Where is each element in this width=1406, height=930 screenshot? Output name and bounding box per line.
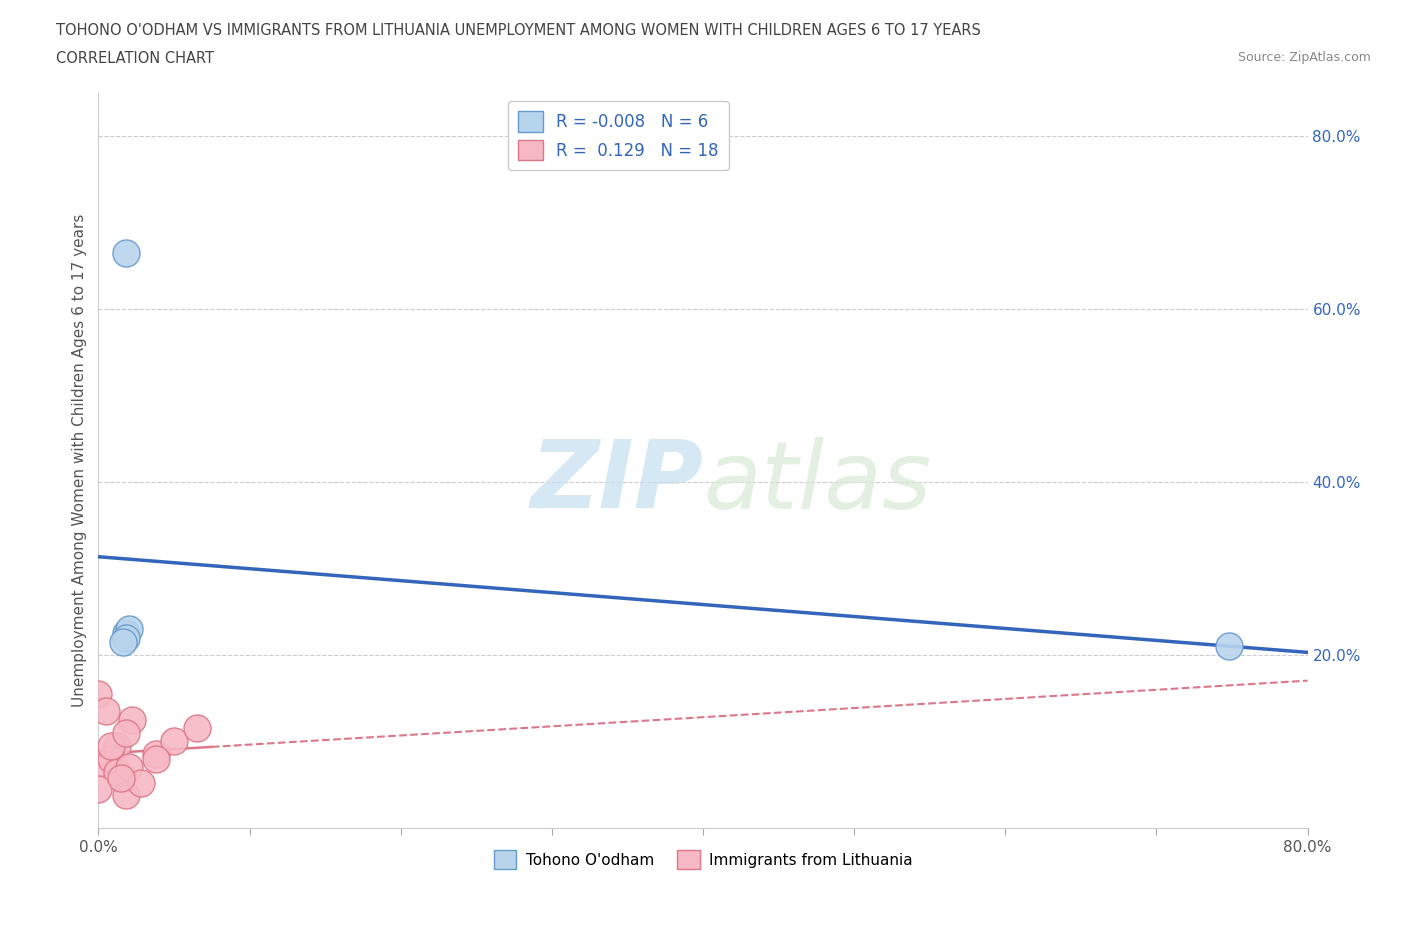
Point bbox=[118, 621, 141, 636]
Point bbox=[121, 712, 143, 727]
Point bbox=[110, 770, 132, 785]
Point bbox=[105, 764, 128, 779]
Point bbox=[100, 738, 122, 753]
Point bbox=[118, 760, 141, 775]
Point bbox=[1218, 639, 1240, 654]
Text: CORRELATION CHART: CORRELATION CHART bbox=[56, 51, 214, 66]
Point bbox=[87, 755, 110, 770]
Point bbox=[94, 704, 117, 719]
Point bbox=[114, 631, 136, 645]
Point bbox=[145, 747, 167, 762]
Point bbox=[114, 788, 136, 803]
Point bbox=[114, 725, 136, 740]
Legend: Tohono O'odham, Immigrants from Lithuania: Tohono O'odham, Immigrants from Lithuani… bbox=[488, 844, 918, 875]
Point bbox=[163, 734, 186, 749]
Point bbox=[129, 776, 152, 790]
Point bbox=[100, 751, 122, 766]
Point bbox=[111, 634, 134, 649]
Point bbox=[145, 751, 167, 766]
Point bbox=[87, 686, 110, 701]
Point bbox=[186, 721, 208, 736]
Text: Source: ZipAtlas.com: Source: ZipAtlas.com bbox=[1237, 51, 1371, 64]
Text: ZIP: ZIP bbox=[530, 436, 703, 528]
Point bbox=[114, 246, 136, 260]
Point bbox=[105, 738, 128, 753]
Point bbox=[114, 626, 136, 641]
Text: atlas: atlas bbox=[703, 437, 931, 528]
Point bbox=[87, 781, 110, 796]
Text: TOHONO O'ODHAM VS IMMIGRANTS FROM LITHUANIA UNEMPLOYMENT AMONG WOMEN WITH CHILDR: TOHONO O'ODHAM VS IMMIGRANTS FROM LITHUA… bbox=[56, 23, 981, 38]
Y-axis label: Unemployment Among Women with Children Ages 6 to 17 years: Unemployment Among Women with Children A… bbox=[72, 214, 87, 707]
